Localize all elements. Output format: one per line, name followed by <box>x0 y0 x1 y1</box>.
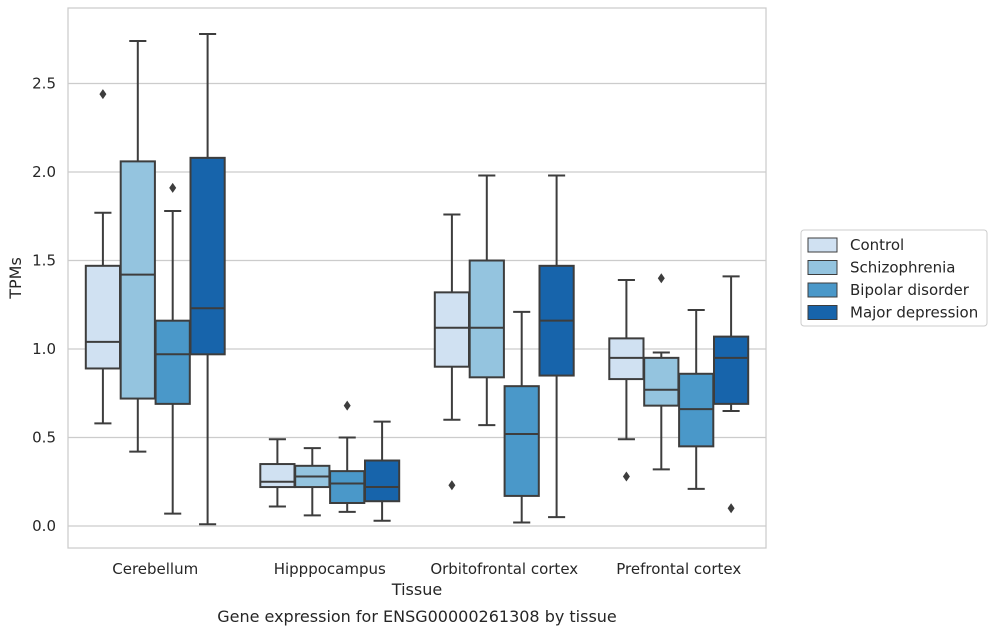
box-group <box>643 273 680 471</box>
outlier-point <box>622 471 630 482</box>
legend-label: Major depression <box>850 304 978 322</box>
box-group <box>433 213 471 491</box>
plot-area-frame <box>67 7 767 549</box>
y-tick-labels: 0.0 0.5 1.0 1.5 2.0 2.5 <box>32 75 56 536</box>
y-tick-label: 0.0 <box>32 517 56 535</box>
box-group <box>189 32 226 526</box>
box-group <box>503 310 540 524</box>
box <box>468 259 505 379</box>
box <box>433 291 471 368</box>
box-group <box>84 89 122 425</box>
box <box>154 319 191 405</box>
box-group <box>608 278 645 482</box>
box <box>119 160 156 400</box>
box <box>712 335 750 405</box>
box <box>503 385 540 497</box>
box-group <box>154 182 191 515</box>
boxes <box>84 32 750 526</box>
legend-swatch <box>807 260 838 275</box>
outlier-point <box>448 480 456 491</box>
box <box>329 470 366 504</box>
y-tick-label: 1.0 <box>32 340 56 358</box>
x-tick-label: Prefrontal cortex <box>616 560 741 578</box>
box <box>363 459 401 503</box>
y-axis-label: TPMs <box>6 257 25 300</box>
box-group <box>712 275 750 514</box>
box-group <box>678 309 715 490</box>
box-group <box>259 438 296 508</box>
legend-swatch <box>807 282 838 298</box>
outlier-point <box>343 400 351 411</box>
chart-caption: Gene expression for ENSG00000261308 by t… <box>217 607 617 626</box>
legend-frame <box>800 229 988 327</box>
x-tick-label: Hipppocampus <box>274 560 386 578</box>
legend-label: Control <box>850 236 904 254</box>
outlier-point <box>169 182 177 193</box>
legend: Control Schizophrenia Bipolar disorder Majo… <box>800 229 988 327</box>
legend-swatch <box>807 237 838 253</box>
outlier-point <box>657 273 665 284</box>
outlier-point <box>99 89 107 100</box>
box <box>259 463 296 489</box>
box <box>84 264 122 370</box>
box-group <box>538 174 575 519</box>
box <box>643 356 680 407</box>
box-group <box>294 447 331 517</box>
outlier-point <box>727 503 735 514</box>
box-group <box>329 400 366 513</box>
legend-swatch <box>807 305 838 320</box>
x-tick-label: Cerebellum <box>112 560 198 578</box>
box-group <box>119 40 156 453</box>
y-tick-label: 0.5 <box>32 429 56 447</box>
y-tick-label: 2.5 <box>32 75 56 93</box>
box-group <box>363 420 401 522</box>
box-group <box>468 174 505 427</box>
legend-label: Bipolar disorder <box>850 281 970 299</box>
legend-label: Schizophrenia <box>850 259 955 277</box>
box <box>189 156 226 356</box>
y-tick-label: 1.5 <box>32 252 56 270</box>
x-tick-labels: Cerebellum Hipppocampus Orbitofrontal cort… <box>112 560 741 578</box>
y-tick-label: 2.0 <box>32 163 56 181</box>
x-tick-label: Orbitofrontal cortex <box>430 560 578 578</box>
x-axis-label: Tissue <box>391 580 442 599</box>
